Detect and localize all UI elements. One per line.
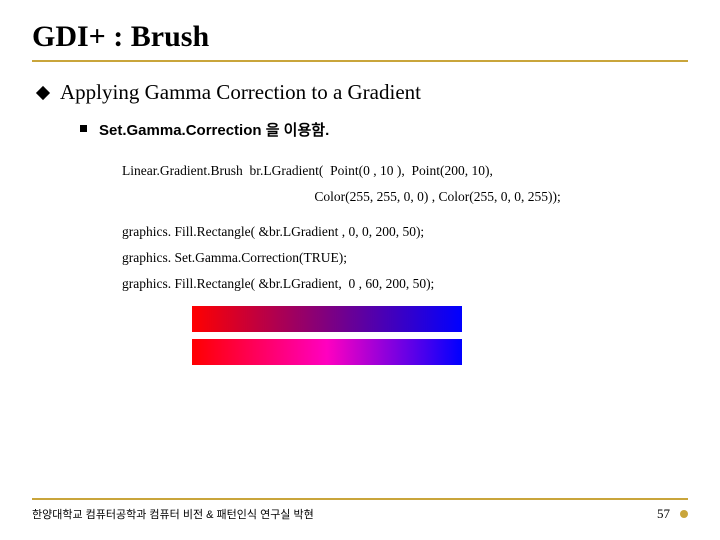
code-line: graphics. Fill.Rectangle( &br.LGradient,…: [122, 271, 658, 297]
slide: GDI+ : Brush Applying Gamma Correction t…: [0, 0, 720, 540]
gradient-demo: [192, 306, 688, 365]
gradient-bar-normal: [192, 306, 462, 332]
code-line: graphics. Set.Gamma.Correction(TRUE);: [122, 245, 658, 271]
title-rule: [32, 60, 688, 62]
sub-bullet-row: Set.Gamma.Correction 을 이용함.: [80, 119, 688, 140]
page-title: GDI+ : Brush: [32, 20, 688, 54]
code-line: graphics. Fill.Rectangle( &br.LGradient …: [122, 219, 658, 245]
gradient-bar-gamma: [192, 339, 462, 365]
main-bullet-text: Applying Gamma Correction to a Gradient: [60, 80, 421, 105]
page-number: 57: [657, 506, 670, 522]
code-line: Color(255, 255, 0, 0) , Color(255, 0, 0,…: [122, 184, 658, 210]
slide-footer: 한양대학교 컴퓨터공학과 컴퓨터 비전 & 패턴인식 연구실 박현 57: [32, 498, 688, 522]
diamond-bullet-icon: [36, 86, 50, 100]
footer-right: 57: [657, 506, 688, 522]
footer-text: 한양대학교 컴퓨터공학과 컴퓨터 비전 & 패턴인식 연구실 박현: [32, 506, 314, 522]
code-block: Linear.Gradient.Brush br.LGradient( Poin…: [122, 158, 658, 296]
main-bullet-row: Applying Gamma Correction to a Gradient: [38, 80, 688, 105]
footer-dot-icon: [680, 510, 688, 518]
code-line: Linear.Gradient.Brush br.LGradient( Poin…: [122, 158, 658, 184]
square-bullet-icon: [80, 125, 87, 132]
footer-rule: [32, 498, 688, 500]
footer-row: 한양대학교 컴퓨터공학과 컴퓨터 비전 & 패턴인식 연구실 박현 57: [32, 506, 688, 522]
sub-bullet-text: Set.Gamma.Correction 을 이용함.: [99, 119, 329, 140]
